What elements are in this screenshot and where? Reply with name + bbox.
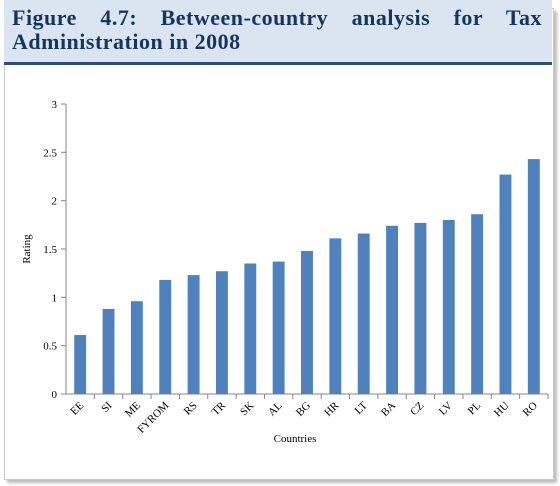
y-tick-label: 1 [52,292,58,304]
figure-frame [4,8,554,480]
bar-ee [74,335,87,394]
x-tick-label: HU [492,400,512,420]
bar-hu [499,174,512,394]
x-tick-label: BG [294,400,313,419]
x-tick-label: SK [238,400,256,418]
x-axis-title: Countries [274,433,317,445]
x-tick-label: HR [322,399,342,419]
y-tick-label: 1.5 [43,244,57,256]
x-tick-label: ME [123,399,143,419]
x-tick-label: FYROM [135,399,171,435]
y-tick-label: 0.5 [43,341,57,353]
bar-lt [357,233,370,394]
bar-lv [442,220,455,394]
y-tick-label: 0 [52,389,58,401]
y-tick-label: 2.5 [43,147,57,159]
bar-sk [244,263,257,394]
bar-ro [527,159,540,394]
x-tick-label: AL [266,399,285,418]
x-tick-label: LT [353,399,370,416]
bar-al [272,261,285,394]
x-tick-label: PL [466,399,484,417]
bar-me [130,301,143,394]
x-tick-label: CZ [408,399,427,418]
chart-area: 0 0.5 1 1.5 2 2.5 3 EE SI ME FYROM RS TR SK AL BG HR LT BA… [4,70,552,474]
figure-header: Figure 4.7: Between-country analysis for… [4,0,552,65]
x-tick-label: BA [379,400,398,419]
bar-ba [386,225,399,394]
y-tick-label: 2 [52,196,58,208]
x-tick-label: TR [210,399,229,418]
y-tick-label: 3 [52,99,58,111]
chart-bars [74,159,540,394]
x-tick-label: RO [521,400,540,419]
x-tick-label: SI [99,399,115,415]
y-axis-title: Rating [21,234,33,264]
x-tick-label: LV [437,400,455,418]
bar-hr [329,238,342,394]
figure-title: Figure 4.7: Between-country analysis for… [12,5,542,54]
bar-si [102,308,115,394]
x-tick-label: EE [68,399,86,417]
x-tick-label: RS [182,400,200,418]
bar-pl [471,214,484,394]
bar-fyrom [159,279,172,394]
bar-bg [301,250,313,394]
bar-tr [215,271,228,394]
bar-cz [414,222,427,394]
bar-rs [187,275,200,394]
